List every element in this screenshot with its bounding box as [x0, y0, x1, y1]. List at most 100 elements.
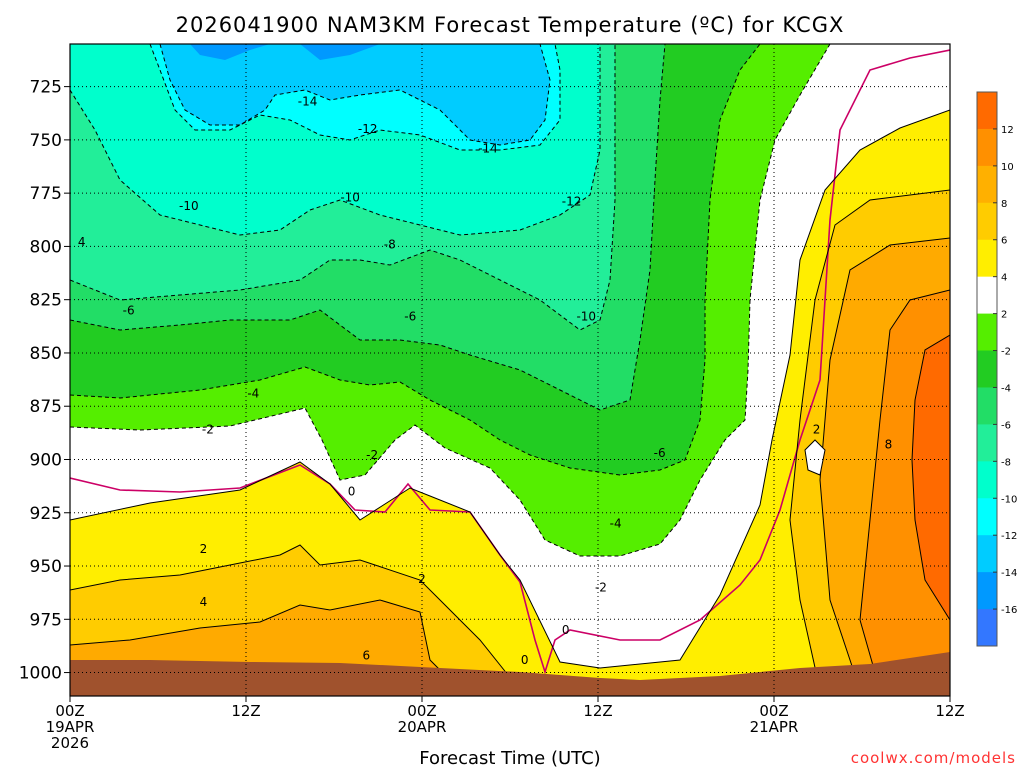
contour-label: 0 [562, 623, 570, 637]
y-tick-label: 775 [30, 184, 62, 204]
contour-label: -2 [202, 423, 214, 437]
contour-label: -6 [654, 446, 666, 460]
colorbar-swatch [977, 239, 997, 278]
band-warm-6-8 [70, 238, 950, 690]
contour-label: 4 [78, 235, 86, 249]
contour-label: 6 [362, 649, 370, 663]
contour-label: -12 [358, 122, 378, 136]
band-warm-4-6 [70, 190, 950, 690]
y-tick-label: 850 [30, 344, 62, 364]
colorbar-label: -12 [1001, 531, 1017, 542]
contour-label: 0 [348, 484, 356, 498]
plot-frame [69, 43, 951, 697]
colorbar-label: -16 [1001, 605, 1017, 616]
x-tick-label: 00Z [55, 702, 84, 720]
colorbar-label: 12 [1001, 125, 1014, 136]
contour-minus4 [70, 44, 761, 476]
colorbar-label: 10 [1001, 162, 1014, 173]
x-tick-label: 00Z [407, 702, 436, 720]
contour-label: -2 [366, 448, 378, 462]
contour-label: -10 [179, 199, 199, 213]
contour-label: -10 [340, 190, 360, 204]
colorbar-swatch [977, 313, 997, 352]
contour-label: -14 [478, 141, 498, 155]
contour-label: 0 [521, 653, 529, 667]
colorbar-swatch [977, 350, 997, 388]
colorbar-label: 8 [1001, 199, 1007, 210]
watermark: coolwx.com/models [851, 749, 1016, 767]
y-tick-label: 950 [30, 557, 62, 577]
contour-label: -6 [123, 303, 135, 317]
x-axis-label: Forecast Time (UTC) [419, 748, 600, 768]
colorbar-frame [976, 91, 998, 647]
contour-label: -6 [404, 310, 416, 324]
y-tick-label: 750 [30, 131, 62, 151]
colorbar-swatch [977, 498, 997, 536]
colorbar-swatch [977, 572, 997, 610]
contour-plus2 [70, 109, 950, 669]
y-tick-label: 875 [30, 397, 62, 417]
y-tick-label: 925 [30, 504, 62, 524]
colorbar: 12 10 8 6 4 2 -2 -4 -6 -8 -10 -12 -14 -16 [976, 91, 1017, 647]
contour-label: -14 [298, 95, 318, 109]
plot-area: -14 -14 -12 -12 -10 -10 -10 -8 -6 -6 -6 -4 -4 -2 -2 -2 0… [70, 44, 950, 696]
y-tick-label: 975 [30, 610, 62, 630]
contour-label: 2 [418, 572, 426, 586]
y-tick-label: 800 [30, 237, 62, 257]
x-tick-date: 21APR [750, 718, 799, 736]
colorbar-label: 4 [1001, 273, 1007, 284]
contour-minus2 [70, 44, 831, 557]
solid-contours [70, 109, 950, 691]
y-axis: 725 750 775 800 825 850 875 900 925 950 975 1000 [19, 78, 70, 684]
contour-plus10 [911, 334, 950, 621]
contour-minus14 [159, 44, 551, 146]
contour-label: 4 [200, 595, 208, 609]
colorbar-label: 2 [1001, 310, 1007, 321]
x-tick-date: 19APR [46, 718, 95, 736]
y-tick-label: 825 [30, 291, 62, 311]
contour-labels: -14 -14 -12 -12 -10 -10 -10 -8 -6 -6 -6 -4 -4 -2 -2 -2 0… [78, 95, 892, 667]
contour-label: -4 [247, 386, 259, 400]
gridlines [70, 44, 950, 696]
band-cold-minus16-minus14 [160, 44, 550, 145]
colorbar-label: -4 [1001, 383, 1011, 394]
colorbar-swatch [977, 202, 997, 241]
colorbar-label: -2 [1001, 347, 1011, 358]
colorbar-swatch [977, 535, 997, 573]
colorbar-swatch [977, 92, 997, 130]
contour-label: 8 [885, 438, 893, 452]
band-cold-below-minus16 [190, 44, 380, 60]
colorbar-swatch [977, 165, 997, 204]
ground-surface [70, 652, 950, 696]
contour-plus6 [70, 237, 950, 691]
contour-minus6 [70, 44, 666, 411]
y-tick-label: 900 [30, 450, 62, 470]
contour-plus2-pocket [804, 439, 826, 476]
colorbar-swatch [977, 276, 997, 315]
x-tick-date: 20APR [398, 718, 447, 736]
chart-title: 2026041900 NAM3KM Forecast Temperature (… [176, 13, 845, 37]
colorbar-label: -14 [1001, 568, 1017, 579]
y-tick-label: 725 [30, 78, 62, 98]
band-warm-2-4 [70, 110, 950, 690]
contour-minus10 [70, 44, 601, 236]
x-tick-label: 12Z [231, 702, 260, 720]
contour-minus8 [70, 44, 616, 331]
colorbar-swatch [977, 387, 997, 425]
contour-plus4 [70, 189, 950, 691]
colorbar-swatch [977, 461, 997, 499]
contour-label: -8 [384, 237, 396, 251]
contour-label: -2 [595, 580, 607, 594]
colorbar-swatch [977, 128, 997, 167]
contour-label: 2 [200, 542, 208, 556]
colorbar-swatch [977, 609, 997, 647]
x-tick-label: 12Z [935, 702, 964, 720]
band-warm-10-12 [912, 335, 950, 620]
contour-label: -4 [610, 516, 622, 530]
colorbar-swatch [977, 424, 997, 462]
y-tick-label: 1000 [19, 664, 62, 684]
colorbar-label: -6 [1001, 420, 1011, 431]
x-tick-year: 2026 [51, 734, 89, 752]
